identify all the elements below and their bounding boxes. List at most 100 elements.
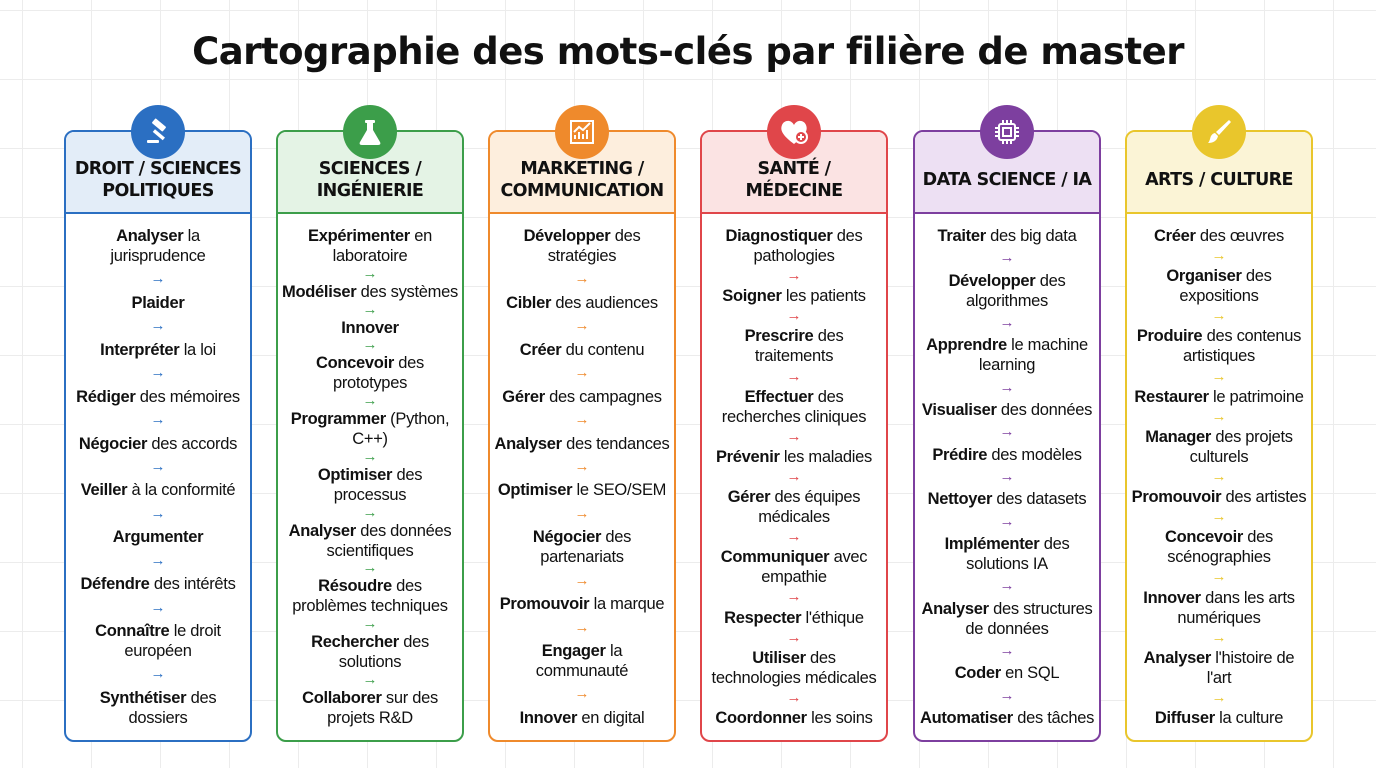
- keyword-verb: Promouvoir: [1131, 488, 1222, 507]
- arrow-icon: →: [1211, 688, 1227, 706]
- arrow-icon: →: [786, 588, 802, 606]
- arrow-icon: →: [150, 598, 166, 616]
- keyword-rest: en laboratoire: [332, 227, 433, 265]
- keyword-item: Soigner les patients: [718, 286, 869, 306]
- keyword-rest: des données scientifiques: [326, 521, 452, 560]
- keyword-rest: des œuvres: [1195, 227, 1285, 245]
- keyword-rest: l'éthique: [801, 608, 865, 627]
- keyword-verb: Nettoyer: [927, 490, 993, 509]
- keyword-verb: Analyser: [288, 521, 357, 540]
- keyword-item: Résoudre des problèmes techniques: [278, 576, 462, 616]
- keyword-verb: Visualiser: [921, 400, 997, 419]
- keyword-rest: des traitements: [754, 327, 844, 366]
- keyword-item: Négocier des accords: [75, 434, 241, 454]
- keyword-verb: Apprendre: [926, 336, 1007, 355]
- keyword-rest: des technologies médicales: [711, 648, 877, 687]
- keyword-rest: des accords: [147, 434, 238, 453]
- keyword-verb: Diagnostiquer: [725, 227, 833, 245]
- keyword-verb: Innover: [1143, 588, 1201, 607]
- keyword-verb: Argumenter: [112, 528, 204, 547]
- keyword-item: Collaborer sur des projets R&D: [278, 688, 462, 728]
- arrow-icon: →: [786, 427, 802, 445]
- keyword-verb: Expérimenter: [308, 227, 410, 245]
- keyword-rest: en digital: [577, 708, 645, 727]
- keyword-rest: des problèmes techniques: [292, 577, 448, 616]
- keyword-verb: Implémenter: [944, 534, 1040, 553]
- keyword-rest: le SEO/SEM: [572, 481, 667, 500]
- keyword-item: Innover: [337, 318, 403, 338]
- keyword-verb: Restaurer: [1134, 387, 1209, 406]
- keyword-item: Implémenter des solutions IA: [915, 534, 1099, 574]
- page-title: Cartographie des mots-clés par filière d…: [192, 30, 1184, 73]
- keyword-verb: Connaître: [95, 622, 170, 640]
- keyword-list: Créer des œuvres → Organiser des expositio…: [1127, 216, 1311, 728]
- arrow-icon: →: [999, 577, 1015, 595]
- keyword-item: Communiquer avec empathie: [702, 547, 886, 587]
- keyword-rest: des intérêts: [149, 575, 236, 594]
- keyword-list: Traiter des big data → Développer des algo…: [915, 216, 1099, 728]
- arrow-icon: →: [150, 665, 166, 683]
- keyword-rest: le droit européen: [124, 622, 221, 660]
- column-droit-sciences-politiques: DROIT / SCIENCES POLITIQUES Analyser la j…: [64, 105, 252, 742]
- keyword-item: Créer du contenu: [516, 340, 649, 360]
- keyword-item: Produire des contenus artistiques: [1127, 326, 1311, 366]
- keyword-verb: Synthétiser: [99, 688, 187, 707]
- keyword-verb: Concevoir: [1165, 528, 1243, 547]
- column-santé-médecine: SANTÉ / MÉDECINE Diagnostiquer des pathol…: [700, 105, 888, 742]
- keyword-verb: Développer: [523, 227, 611, 245]
- keyword-list: Développer des stratégies → Cibler des aud…: [490, 216, 674, 728]
- keyword-rest: les patients: [781, 287, 866, 306]
- keyword-verb: Gérer: [502, 387, 545, 406]
- keyword-verb: Automatiser: [919, 708, 1013, 727]
- arrow-icon: →: [1211, 467, 1227, 485]
- keyword-item: Gérer des campagnes: [498, 387, 665, 407]
- arrow-icon: →: [150, 551, 166, 569]
- arrow-icon: →: [574, 411, 590, 429]
- keyword-item: Veiller à la conformité: [77, 480, 240, 500]
- keyword-item: Promouvoir la marque: [496, 594, 669, 614]
- keyword-item: Respecter l'éthique: [720, 608, 868, 628]
- arrow-icon: →: [786, 267, 802, 285]
- keyword-rest: des dossiers: [128, 688, 217, 727]
- keyword-verb: Respecter: [724, 608, 802, 627]
- arrow-icon: →: [1211, 508, 1227, 526]
- keyword-verb: Analyser: [494, 434, 562, 453]
- keyword-verb: Concevoir: [316, 354, 394, 373]
- arrow-icon: →: [786, 367, 802, 385]
- keyword-rest: des équipes médicales: [758, 488, 861, 527]
- keyword-item: Analyser l'histoire de l'art: [1127, 648, 1311, 688]
- keyword-item: Analyser des tendances: [490, 434, 673, 454]
- keyword-rest: des stratégies: [547, 227, 641, 265]
- keyword-rest: des structures de données: [965, 599, 1093, 638]
- keyword-verb: Prédire: [932, 445, 988, 464]
- keyword-item: Innover dans les arts numériques: [1127, 588, 1311, 628]
- keyword-rest: des tendances: [561, 434, 670, 453]
- column-arts-culture: ARTS / CULTURE Créer des œuvres → Organiser…: [1125, 105, 1313, 742]
- keyword-item: Engager la communauté: [490, 641, 674, 681]
- keyword-rest: du contenu: [561, 340, 645, 359]
- keyword-item: Nettoyer des datasets: [924, 489, 1091, 509]
- paintbrush-icon: [1192, 105, 1246, 159]
- keyword-item: Restaurer le patrimoine: [1130, 387, 1307, 407]
- keyword-rest: des données: [996, 400, 1093, 419]
- keyword-verb: Prescrire: [744, 327, 814, 346]
- keyword-item: Optimiser des processus: [278, 465, 462, 505]
- keyword-item: Coordonner les soins: [711, 708, 876, 728]
- arrow-icon: →: [362, 559, 378, 577]
- keyword-verb: Innover: [519, 708, 578, 727]
- keyword-verb: Créer: [1153, 227, 1196, 245]
- keyword-rest: les maladies: [779, 447, 873, 466]
- keyword-item: Utiliser des technologies médicales: [702, 648, 886, 688]
- keyword-rest: la loi: [179, 340, 216, 359]
- keyword-item: Concevoir des scénographies: [1127, 527, 1311, 567]
- keyword-item: Expérimenter en laboratoire: [278, 226, 462, 266]
- arrow-icon: →: [362, 447, 378, 465]
- keyword-item: Défendre des intérêts: [76, 574, 239, 594]
- keyword-item: Argumenter: [109, 527, 208, 547]
- keyword-rest: la culture: [1214, 708, 1284, 727]
- keyword-item: Organiser des expositions: [1127, 266, 1311, 306]
- keyword-rest: les soins: [806, 708, 873, 727]
- keyword-item: Négocier des partenariats: [490, 527, 674, 567]
- keyword-rest: des prototypes: [332, 354, 424, 393]
- keyword-item: Diffuser la culture: [1151, 708, 1287, 728]
